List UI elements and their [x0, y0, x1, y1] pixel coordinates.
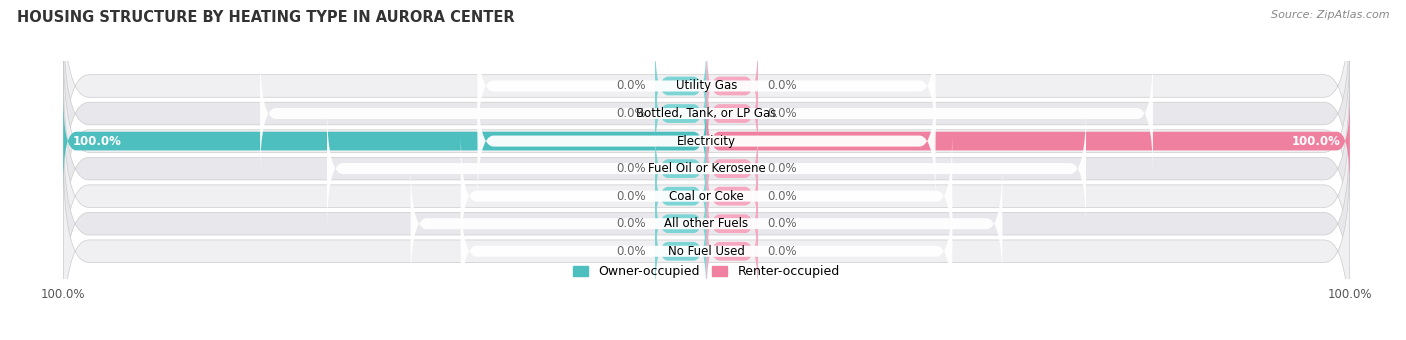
FancyBboxPatch shape: [63, 152, 1350, 340]
Text: 0.0%: 0.0%: [768, 107, 797, 120]
FancyBboxPatch shape: [260, 50, 1153, 177]
FancyBboxPatch shape: [63, 97, 1350, 295]
FancyBboxPatch shape: [478, 78, 935, 204]
Text: 0.0%: 0.0%: [768, 190, 797, 203]
FancyBboxPatch shape: [707, 95, 1350, 187]
Legend: Owner-occupied, Renter-occupied: Owner-occupied, Renter-occupied: [568, 260, 845, 284]
Text: 0.0%: 0.0%: [616, 162, 645, 175]
FancyBboxPatch shape: [461, 133, 952, 259]
Text: 0.0%: 0.0%: [768, 80, 797, 92]
FancyBboxPatch shape: [655, 68, 707, 159]
Text: HOUSING STRUCTURE BY HEATING TYPE IN AURORA CENTER: HOUSING STRUCTURE BY HEATING TYPE IN AUR…: [17, 10, 515, 25]
FancyBboxPatch shape: [655, 178, 707, 269]
Text: 0.0%: 0.0%: [616, 245, 645, 258]
FancyBboxPatch shape: [63, 0, 1350, 185]
FancyBboxPatch shape: [707, 178, 758, 269]
Text: 0.0%: 0.0%: [616, 217, 645, 230]
FancyBboxPatch shape: [655, 150, 707, 242]
Text: 0.0%: 0.0%: [768, 217, 797, 230]
FancyBboxPatch shape: [478, 23, 935, 149]
Text: Source: ZipAtlas.com: Source: ZipAtlas.com: [1271, 10, 1389, 20]
FancyBboxPatch shape: [63, 15, 1350, 212]
FancyBboxPatch shape: [707, 123, 758, 214]
FancyBboxPatch shape: [655, 123, 707, 214]
FancyBboxPatch shape: [707, 206, 758, 297]
Text: 0.0%: 0.0%: [768, 245, 797, 258]
Text: No Fuel Used: No Fuel Used: [668, 245, 745, 258]
FancyBboxPatch shape: [707, 68, 758, 159]
FancyBboxPatch shape: [655, 40, 707, 132]
Text: Bottled, Tank, or LP Gas: Bottled, Tank, or LP Gas: [637, 107, 776, 120]
Text: Electricity: Electricity: [678, 135, 735, 148]
Text: 100.0%: 100.0%: [73, 135, 122, 148]
FancyBboxPatch shape: [63, 125, 1350, 323]
Text: All other Fuels: All other Fuels: [665, 217, 748, 230]
FancyBboxPatch shape: [328, 105, 1085, 232]
Text: 0.0%: 0.0%: [616, 107, 645, 120]
FancyBboxPatch shape: [63, 42, 1350, 240]
Text: 0.0%: 0.0%: [616, 190, 645, 203]
Text: 0.0%: 0.0%: [616, 80, 645, 92]
FancyBboxPatch shape: [411, 160, 1002, 287]
Text: Utility Gas: Utility Gas: [676, 80, 737, 92]
Text: 0.0%: 0.0%: [768, 162, 797, 175]
FancyBboxPatch shape: [707, 40, 758, 132]
FancyBboxPatch shape: [63, 70, 1350, 268]
FancyBboxPatch shape: [707, 150, 758, 242]
FancyBboxPatch shape: [655, 206, 707, 297]
Text: Fuel Oil or Kerosene: Fuel Oil or Kerosene: [648, 162, 765, 175]
Text: 100.0%: 100.0%: [1291, 135, 1340, 148]
FancyBboxPatch shape: [461, 188, 952, 314]
Text: Coal or Coke: Coal or Coke: [669, 190, 744, 203]
FancyBboxPatch shape: [63, 95, 707, 187]
